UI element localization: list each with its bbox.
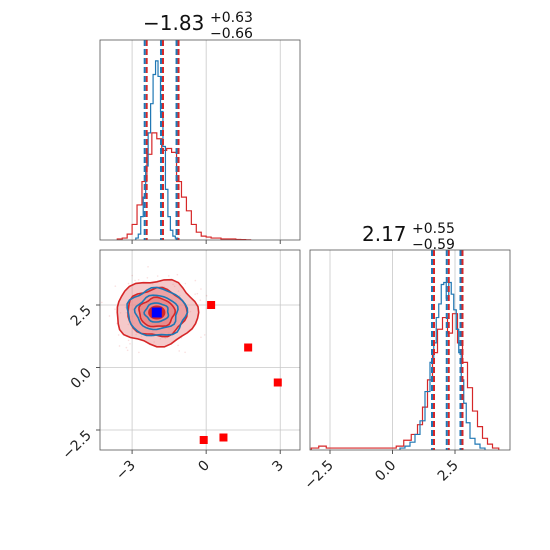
title-param1: −1.83 +0.63 −0.66: [143, 10, 253, 42]
tick-labels: −3 0 3 −2.5 −2.5 0.0 0.0 2.5 2.5: [59, 240, 461, 493]
x-tick-label-param2: 0.0: [372, 458, 399, 485]
hist-red-param2: [311, 314, 499, 450]
scatter-sample: [204, 334, 206, 336]
scatter-sample: [114, 308, 116, 310]
scatter-sample: [195, 280, 197, 282]
title-param2: 2.17 +0.55 −0.59: [362, 221, 455, 253]
x-tick-label-param1: 0: [195, 458, 213, 476]
marker-blue: [152, 308, 162, 318]
scatter-sample: [185, 283, 187, 285]
scatter-sample: [200, 288, 202, 290]
scatter-sample: [128, 283, 130, 285]
scatter-sample: [126, 347, 128, 349]
x-tick-label-param1: 3: [269, 458, 287, 476]
scatter-sample: [134, 280, 136, 282]
scatter-sample: [118, 334, 120, 336]
scatter-2d-panel: [100, 250, 300, 450]
scatter-sample: [101, 302, 103, 304]
axis-frame: [310, 250, 510, 450]
scatter-sample: [128, 340, 130, 342]
scatter-sample: [157, 275, 159, 277]
axis-frame: [100, 250, 300, 450]
scatter-sample: [138, 352, 140, 354]
scatter-sample: [177, 274, 179, 276]
histogram-param2: [310, 250, 510, 450]
x-tick-label-param2: −2.5: [301, 458, 336, 493]
scatter-sample: [147, 277, 149, 279]
scatter-sample: [109, 315, 111, 317]
y-tick-label-param2: 2.5: [68, 303, 95, 330]
y-tick-label-param2: −2.5: [59, 428, 94, 463]
scatter-sample: [127, 349, 129, 351]
scatter-sample: [206, 307, 208, 309]
title-param2-value: 2.17: [362, 222, 407, 246]
scatter-sample: [119, 345, 121, 347]
scatter-sample: [184, 351, 186, 353]
histogram-param1: [100, 40, 300, 240]
title-param1-value: −1.83: [143, 11, 204, 35]
marker-red: [274, 379, 282, 387]
scatter-sample: [115, 285, 117, 287]
scatter-sample: [194, 293, 196, 295]
marker-red: [244, 344, 252, 352]
hist-red-param1: [117, 133, 250, 240]
marker-red: [200, 436, 208, 444]
x-tick-label-param2: 2.5: [435, 458, 462, 485]
marker-red: [219, 434, 227, 442]
scatter-sample: [168, 275, 170, 277]
scatter-sample: [178, 350, 180, 352]
axis-frame: [100, 40, 300, 240]
y-tick-label-param2: 0.0: [68, 365, 95, 392]
scatter-sample: [147, 266, 149, 268]
x-tick-label-param1: −3: [113, 458, 139, 484]
contour-group: [101, 266, 282, 444]
title-param2-plus: +0.55: [412, 221, 455, 237]
scatter-sample: [131, 275, 133, 277]
marker-red: [207, 301, 215, 309]
hist-blue-param2: [400, 283, 485, 450]
scatter-sample: [200, 336, 202, 338]
title-param1-plus: +0.63: [210, 10, 253, 26]
scatter-sample: [177, 345, 179, 347]
scatter-sample: [129, 343, 131, 345]
scatter-sample: [197, 293, 199, 295]
scatter-sample: [138, 279, 140, 281]
scatter-sample: [200, 299, 202, 301]
scatter-sample: [206, 295, 208, 297]
